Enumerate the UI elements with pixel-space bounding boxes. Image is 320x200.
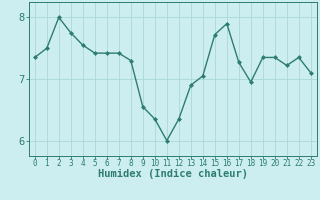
X-axis label: Humidex (Indice chaleur): Humidex (Indice chaleur) — [98, 169, 248, 179]
